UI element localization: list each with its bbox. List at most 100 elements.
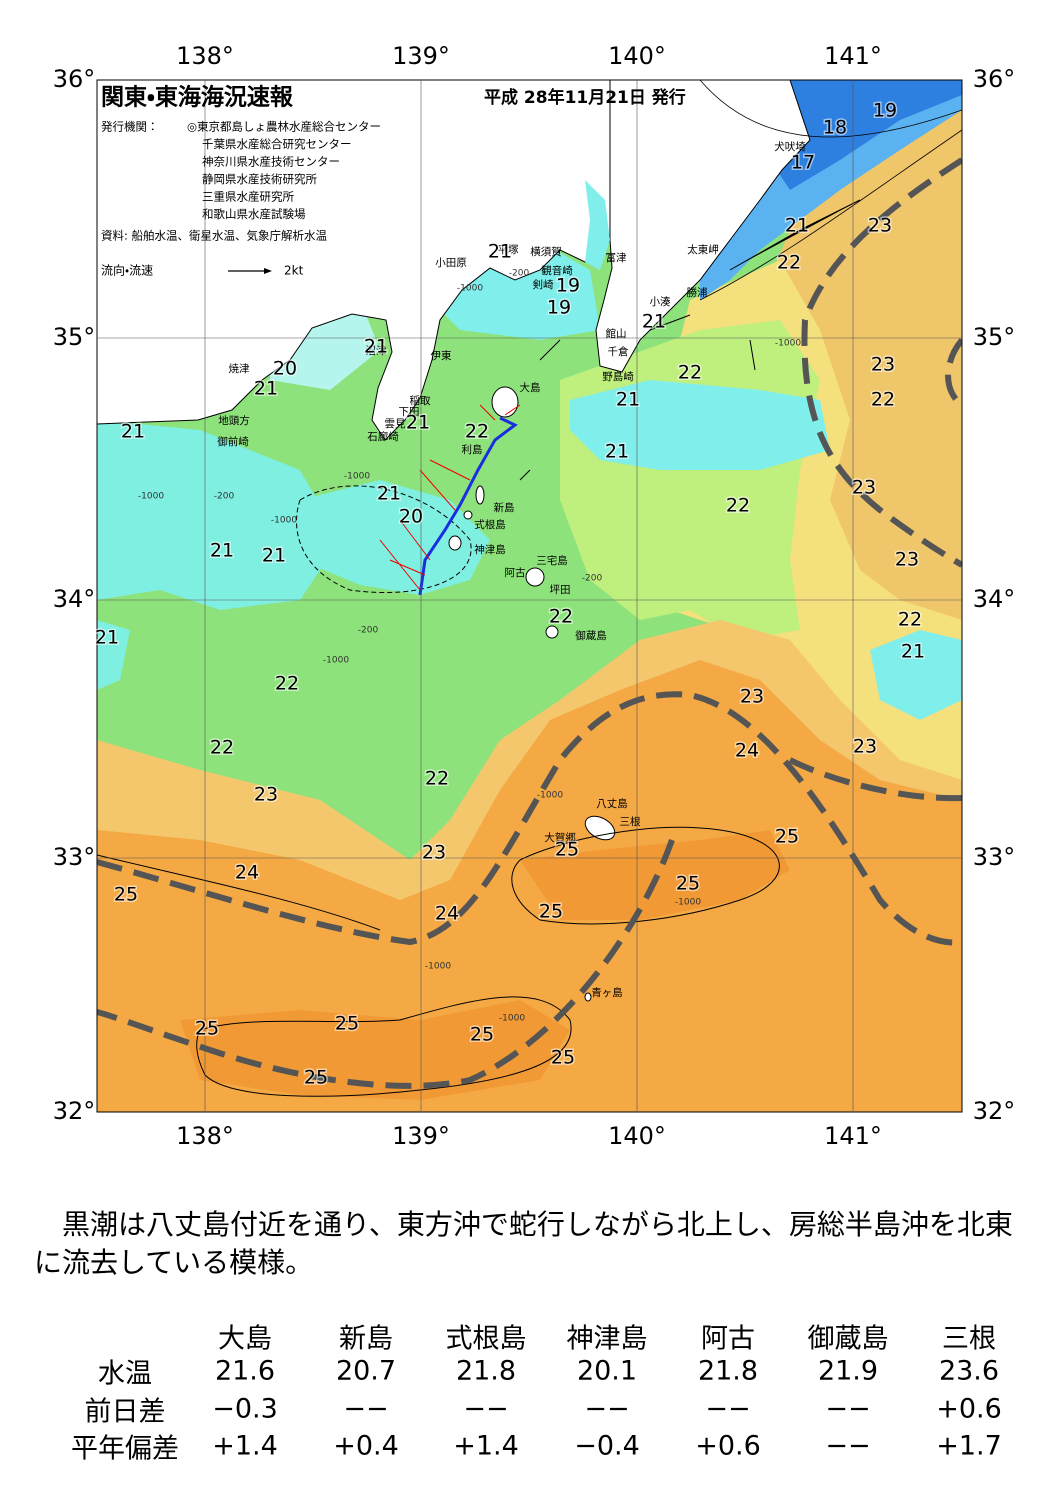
isotherm-label: 21: [616, 389, 640, 411]
table-cell: −−: [825, 1393, 871, 1425]
issuer: ◎東京都島しょ農林水産総合センター: [187, 120, 381, 134]
isotherm-label: 21: [364, 336, 388, 358]
isotherm-label: 21: [254, 378, 278, 400]
isotherm-label: 17: [791, 152, 815, 174]
place-name: 小田原: [435, 257, 467, 269]
place-name: 伊東: [431, 349, 452, 362]
isotherm-label: 25: [775, 826, 799, 848]
place-name: 千倉: [608, 346, 629, 358]
place-name: 神津島: [474, 543, 506, 556]
place-name: 阿古: [505, 566, 526, 579]
isotherm-label: 22: [678, 362, 702, 384]
place-name: 利島: [462, 443, 483, 456]
table-cell: −−: [584, 1393, 630, 1425]
isotherm-label: 25: [539, 901, 563, 923]
table-header: 新島: [339, 1323, 393, 1355]
isotherm-label: 21: [901, 641, 925, 663]
lat-label: 35°: [53, 323, 96, 351]
isotherm-label: 21: [406, 412, 430, 434]
isotherm-label: 22: [465, 421, 489, 443]
depth-label: -200: [582, 574, 603, 584]
isotherm-label: 23: [853, 736, 877, 758]
depth-label: -1000: [775, 339, 801, 349]
depth-label: -1000: [499, 1014, 525, 1024]
table-header: 式根島: [445, 1323, 527, 1355]
isotherm-label: 21: [605, 441, 629, 463]
isotherm-label: 21: [785, 215, 809, 237]
issuer: 静岡県水産技術研究所: [202, 172, 317, 186]
current-arrows: [519, 199, 861, 481]
lon-label: 141°: [824, 42, 882, 70]
graticule: [97, 80, 962, 1112]
isotherm-label: 19: [547, 297, 571, 319]
isotherm-label: 25: [335, 1013, 359, 1035]
table-cell: 20.7: [335, 1355, 397, 1387]
place-name: 横須賀: [530, 245, 562, 258]
depth-label: -1000: [537, 791, 563, 801]
map-frame: [96, 79, 963, 1113]
lon-label: 139°: [392, 42, 450, 70]
ship-track: [379, 404, 521, 596]
isotherm-label: 23: [852, 477, 876, 499]
place-name: 三根: [620, 815, 641, 828]
table-cell: −0.4: [574, 1430, 640, 1462]
place-name: 新島: [494, 501, 515, 514]
isotherm-label: 25: [551, 1047, 575, 1069]
lon-label: 138°: [176, 42, 234, 70]
table-cell: 21.8: [697, 1355, 759, 1387]
place-name: 焼津: [229, 363, 250, 375]
map-fill: [97, 80, 962, 1112]
isotherm-label: 25: [470, 1024, 494, 1046]
contours: [97, 80, 962, 1097]
place-name: 大島: [520, 381, 541, 394]
depth-label: -1000: [675, 898, 701, 908]
table-cell: −−: [343, 1393, 389, 1425]
table-cell: −−: [825, 1430, 871, 1462]
isotherm-label: 23: [868, 215, 892, 237]
place-name: 下田: [399, 406, 420, 418]
lat-label: 35°: [973, 323, 1016, 351]
isotherm-label: 22: [726, 495, 750, 517]
place-name: 式根島: [474, 518, 506, 531]
place-name: 雲見: [385, 418, 406, 430]
isotherm-label: 22: [275, 673, 299, 695]
isotherm-label: 23: [740, 686, 764, 708]
issuer: 千葉県水産総合研究センター: [202, 137, 352, 151]
place-name: 御蔵島: [575, 629, 607, 642]
table-cell: 21.9: [817, 1355, 879, 1387]
map-title: 関東・東海海況速報: [101, 84, 294, 111]
isotherm-label: 23: [895, 549, 919, 571]
issuer: 三重県水産研究所: [202, 190, 294, 204]
isotherm-label: 25: [304, 1067, 328, 1089]
lat-label: 34°: [53, 585, 96, 613]
isotherm-label: 21: [262, 545, 286, 567]
isotherm-label: 20: [399, 506, 423, 528]
isotherm-label: 25: [195, 1018, 219, 1040]
table-header: 御蔵島: [807, 1323, 889, 1355]
table-header: 三根: [942, 1323, 996, 1355]
place-name: 稲取: [410, 395, 431, 407]
lat-label: 36°: [53, 65, 96, 93]
table-cell: 21.8: [455, 1355, 517, 1387]
isotherm-label: 25: [114, 884, 138, 906]
table-cell: 23.6: [938, 1355, 1000, 1387]
isotherm-label: 23: [871, 354, 895, 376]
isotherm-label: 21: [488, 241, 512, 263]
table-header: 阿古: [701, 1323, 755, 1355]
row-label: 水温: [98, 1358, 152, 1390]
isotherm-label: 21: [377, 483, 401, 505]
isotherm-label: 22: [898, 609, 922, 631]
lat-label: 34°: [973, 585, 1016, 613]
isotherm-label: 21: [95, 627, 119, 649]
place-name: 小湊: [650, 295, 671, 308]
lon-label: 141°: [824, 1122, 882, 1150]
place-name: 御前崎: [217, 435, 249, 448]
lat-label: 32°: [53, 1097, 96, 1125]
table-cell: +0.6: [695, 1430, 761, 1462]
lat-label: 33°: [973, 843, 1016, 871]
isotherm-label: 23: [422, 842, 446, 864]
place-name: 犬吠埼: [774, 140, 806, 153]
isotherm-label: 18: [823, 117, 847, 139]
table-cell: 20.1: [576, 1355, 638, 1387]
